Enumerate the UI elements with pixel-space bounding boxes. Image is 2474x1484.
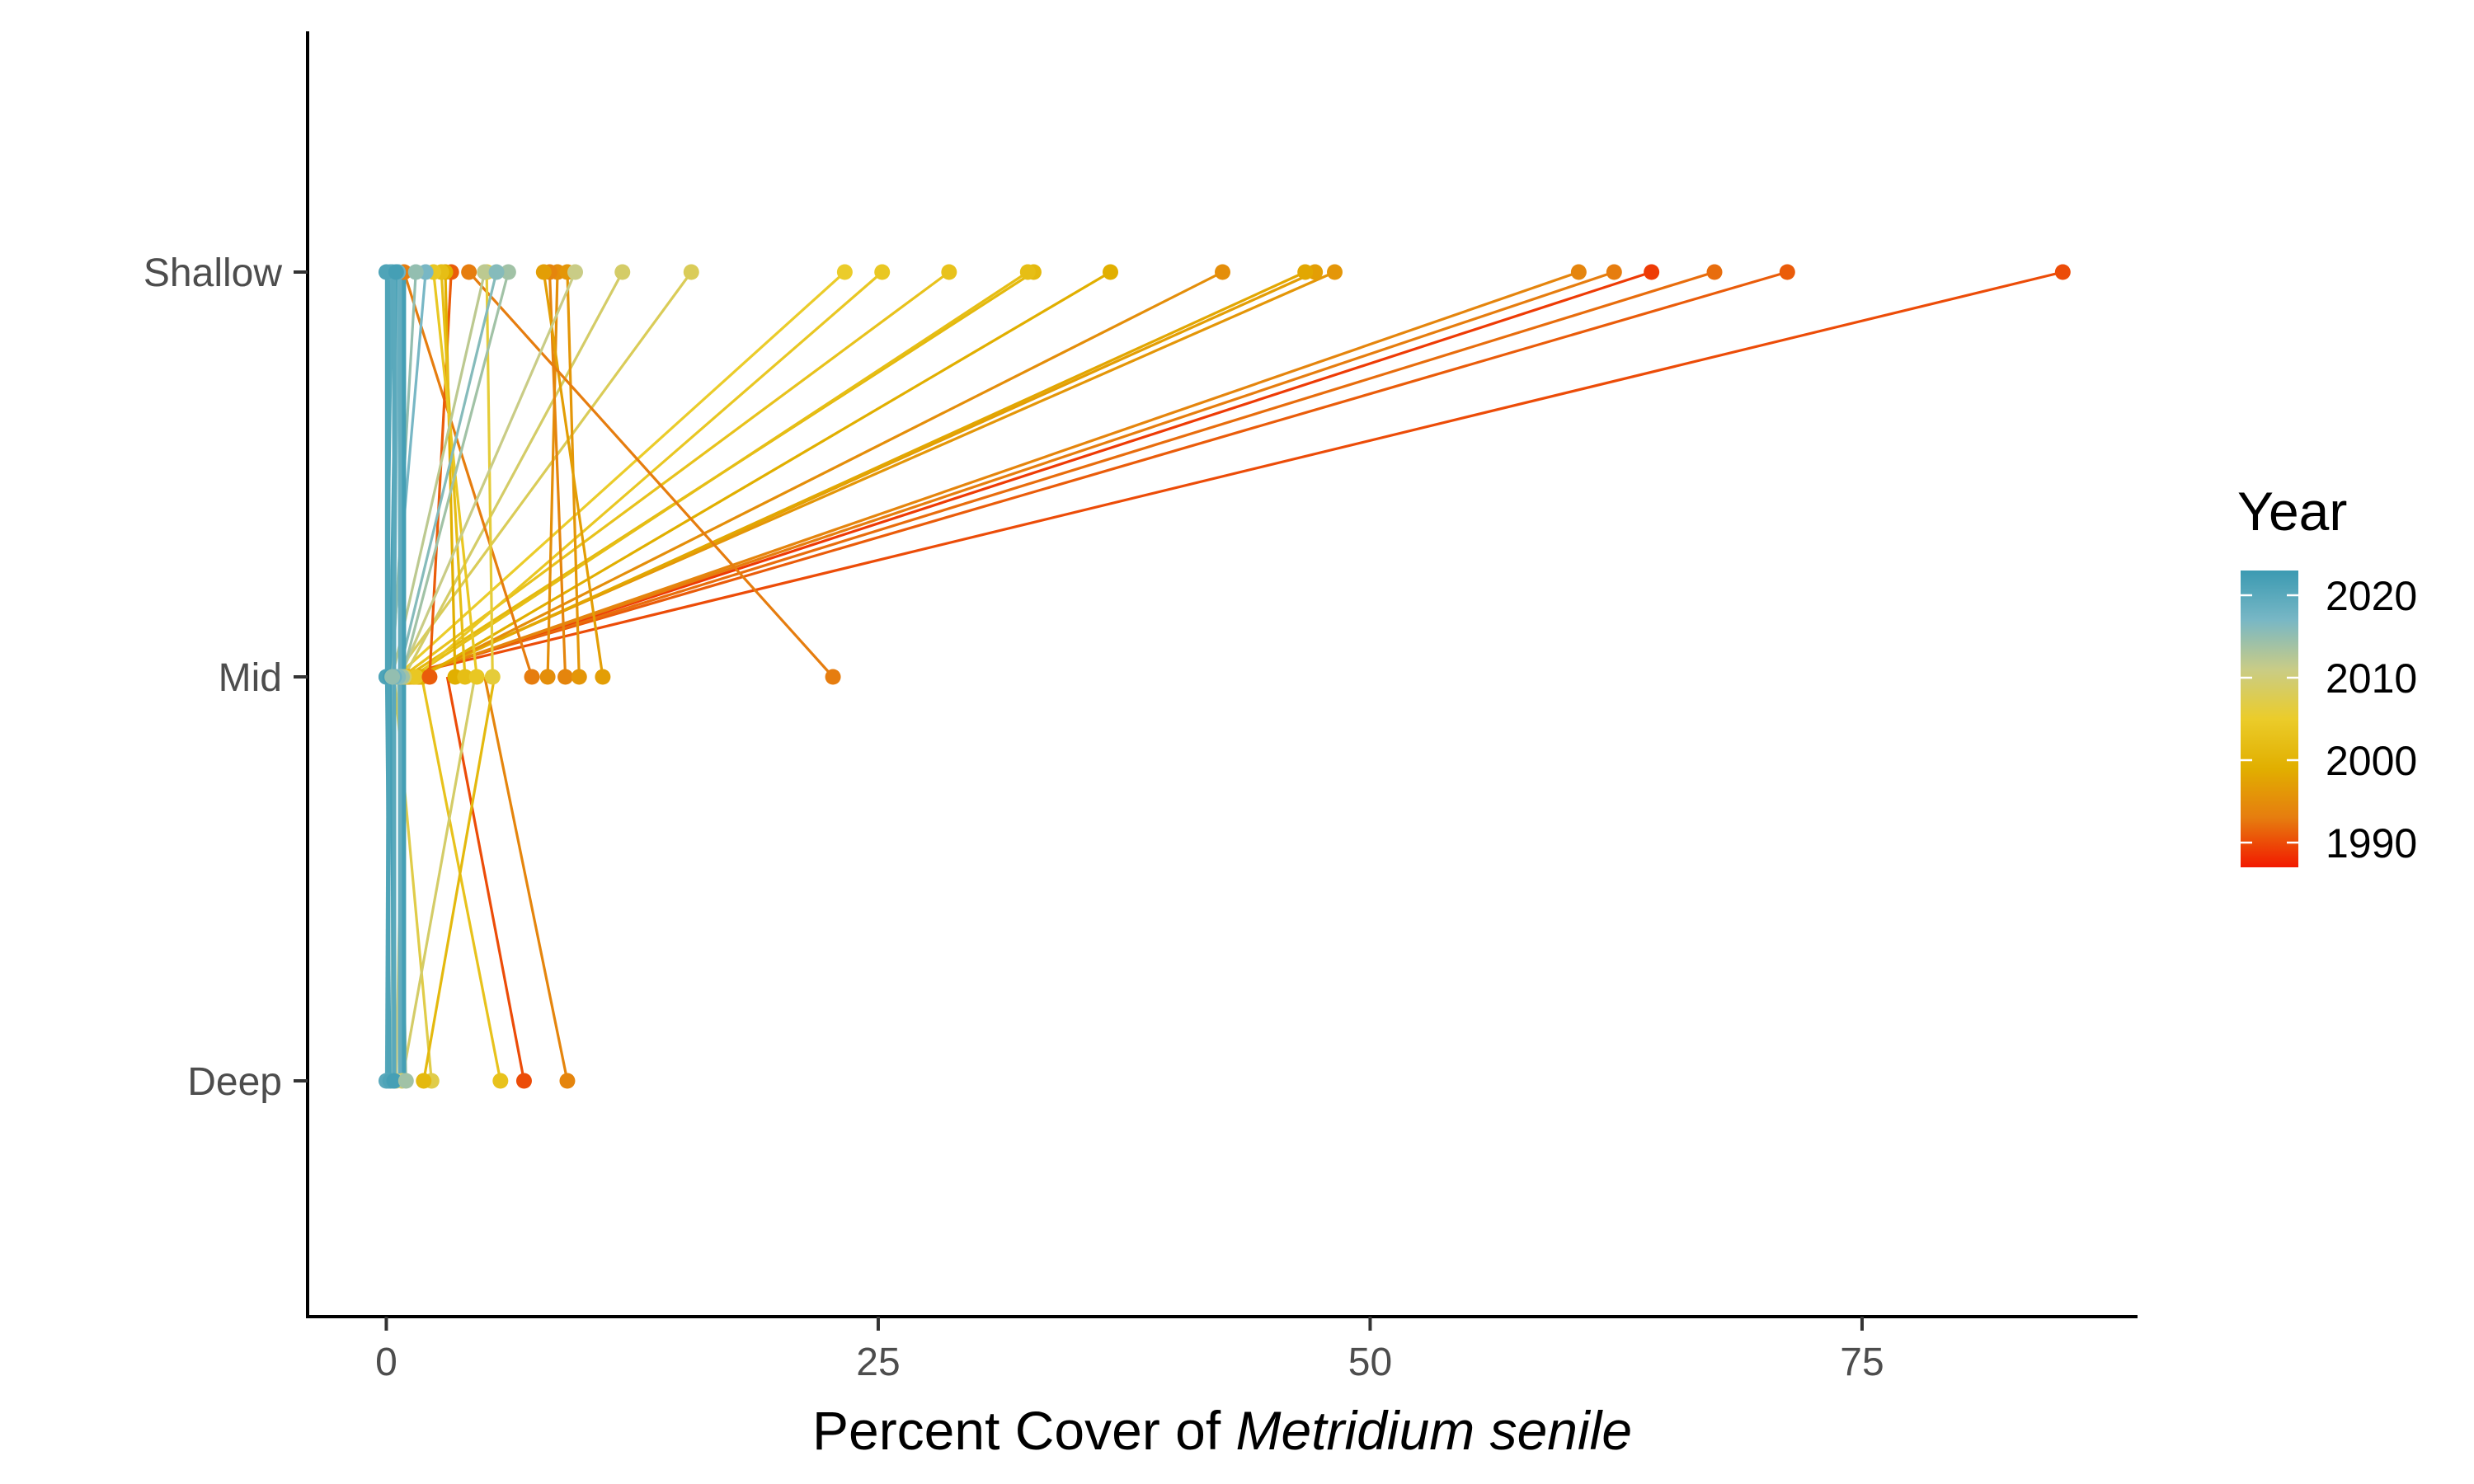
pair-line-shallow-mid xyxy=(415,270,883,679)
data-point-shallow xyxy=(874,264,891,280)
x-axis-title-species: Metridium senile xyxy=(1236,1400,1633,1461)
data-point-mid xyxy=(484,669,501,685)
data-point-mid xyxy=(457,669,473,685)
data-point-shallow xyxy=(500,264,516,280)
data-point-shallow xyxy=(1706,264,1723,280)
pair-line-shallow-mid xyxy=(421,270,1112,679)
data-point-mid xyxy=(595,669,611,685)
data-point-shallow xyxy=(407,264,424,280)
legend-label: 2010 xyxy=(2326,655,2417,702)
data-point-shallow xyxy=(2054,264,2071,280)
pair-line-shallow-mid xyxy=(405,270,1653,679)
pair-line-shallow-mid xyxy=(400,271,510,678)
x-axis-ticks: 0 25 50 75 xyxy=(375,1317,1884,1384)
data-point-shallow xyxy=(477,264,493,280)
data-point-deep xyxy=(386,1073,402,1089)
data-point-deep xyxy=(492,1073,509,1089)
data-point-shallow xyxy=(1215,264,1230,280)
legend: Year 2020 2010 2000 1990 xyxy=(2237,481,2417,867)
pair-line-mid-deep xyxy=(483,676,569,1082)
data-point-shallow xyxy=(1570,264,1587,280)
pair-line-shallow-mid xyxy=(402,271,534,678)
data-point-deep xyxy=(515,1073,532,1089)
pair-line-shallow-mid xyxy=(444,271,457,678)
data-point-shallow xyxy=(1019,264,1036,280)
data-point-mid xyxy=(468,669,485,685)
x-tick-label: 0 xyxy=(375,1341,397,1384)
legend-colorbar xyxy=(2241,571,2298,867)
data-point-mid xyxy=(539,669,556,685)
pair-line-shallow-mid xyxy=(403,270,1715,679)
pair-lines xyxy=(384,270,2063,1082)
pair-line-mid-deep xyxy=(420,676,502,1082)
data-point-shallow xyxy=(1297,264,1314,280)
data-point-deep xyxy=(397,1073,414,1089)
pair-line-shallow-mid xyxy=(391,271,487,678)
pair-line-shallow-mid xyxy=(407,270,1615,679)
pair-line-shallow-mid xyxy=(419,270,1224,679)
pair-line-shallow-mid xyxy=(409,270,1579,679)
pair-line-shallow-mid xyxy=(440,271,467,678)
x-axis-title: Percent Cover of Metridium senile xyxy=(812,1400,1632,1461)
data-point-shallow xyxy=(461,264,477,280)
data-point-mid xyxy=(571,669,587,685)
data-point-mid xyxy=(421,669,438,685)
legend-label: 1990 xyxy=(2326,820,2417,866)
data-point-shallow xyxy=(388,264,404,280)
legend-ticks: 2020 2010 2000 1990 xyxy=(2241,573,2417,866)
data-point-shallow xyxy=(567,264,583,280)
pair-line-shallow-mid xyxy=(399,270,1788,679)
legend-label: 2000 xyxy=(2326,738,2417,784)
data-point-shallow xyxy=(683,264,699,280)
pair-line-shallow-mid xyxy=(411,270,1029,679)
y-tick-label: Shallow xyxy=(143,251,282,295)
pair-line-shallow-mid xyxy=(416,270,1306,679)
legend-title: Year xyxy=(2237,481,2347,542)
pair-line-shallow-mid xyxy=(397,271,498,678)
data-point-mid xyxy=(557,669,574,685)
pair-line-mid-deep xyxy=(422,676,496,1082)
y-tick-label: Mid xyxy=(219,656,282,700)
y-axis-ticks: Shallow Mid Deep xyxy=(143,251,308,1104)
data-point-mid xyxy=(825,669,841,685)
pair-line-mid-deep xyxy=(445,676,526,1082)
data-point-mid xyxy=(524,669,540,685)
pair-line-shallow-mid xyxy=(393,271,693,678)
pair-line-shallow-mid xyxy=(546,271,559,678)
pair-line-shallow-mid xyxy=(468,270,835,679)
data-point-shallow xyxy=(1644,264,1660,280)
data-point-shallow xyxy=(535,264,552,280)
data-point-shallow xyxy=(1779,264,1795,280)
data-point-deep xyxy=(559,1073,576,1089)
data-point-shallow xyxy=(941,264,957,280)
pair-line-shallow-mid xyxy=(397,270,2063,679)
data-point-mid xyxy=(384,669,401,685)
x-tick-label: 50 xyxy=(1348,1341,1392,1384)
data-points xyxy=(378,264,2071,1089)
data-point-deep xyxy=(416,1073,432,1089)
pair-line-shallow-mid xyxy=(485,271,494,678)
data-point-mid xyxy=(407,669,424,685)
x-axis-title-prefix: Percent Cover of xyxy=(812,1400,1236,1461)
pair-line-shallow-mid xyxy=(402,271,624,678)
data-point-shallow xyxy=(1606,264,1622,280)
data-point-shallow xyxy=(1327,264,1343,280)
y-tick-label: Deep xyxy=(187,1060,282,1104)
pair-line-shallow-mid xyxy=(398,271,576,678)
data-point-shallow xyxy=(488,264,505,280)
x-tick-label: 75 xyxy=(1840,1341,1884,1384)
legend-label: 2020 xyxy=(2326,573,2417,619)
pair-line-shallow-mid xyxy=(542,271,604,678)
pair-line-mid-deep xyxy=(400,676,477,1082)
data-point-shallow xyxy=(614,264,631,280)
data-point-shallow xyxy=(836,264,853,280)
x-tick-label: 25 xyxy=(856,1341,900,1384)
data-point-shallow xyxy=(1102,264,1118,280)
